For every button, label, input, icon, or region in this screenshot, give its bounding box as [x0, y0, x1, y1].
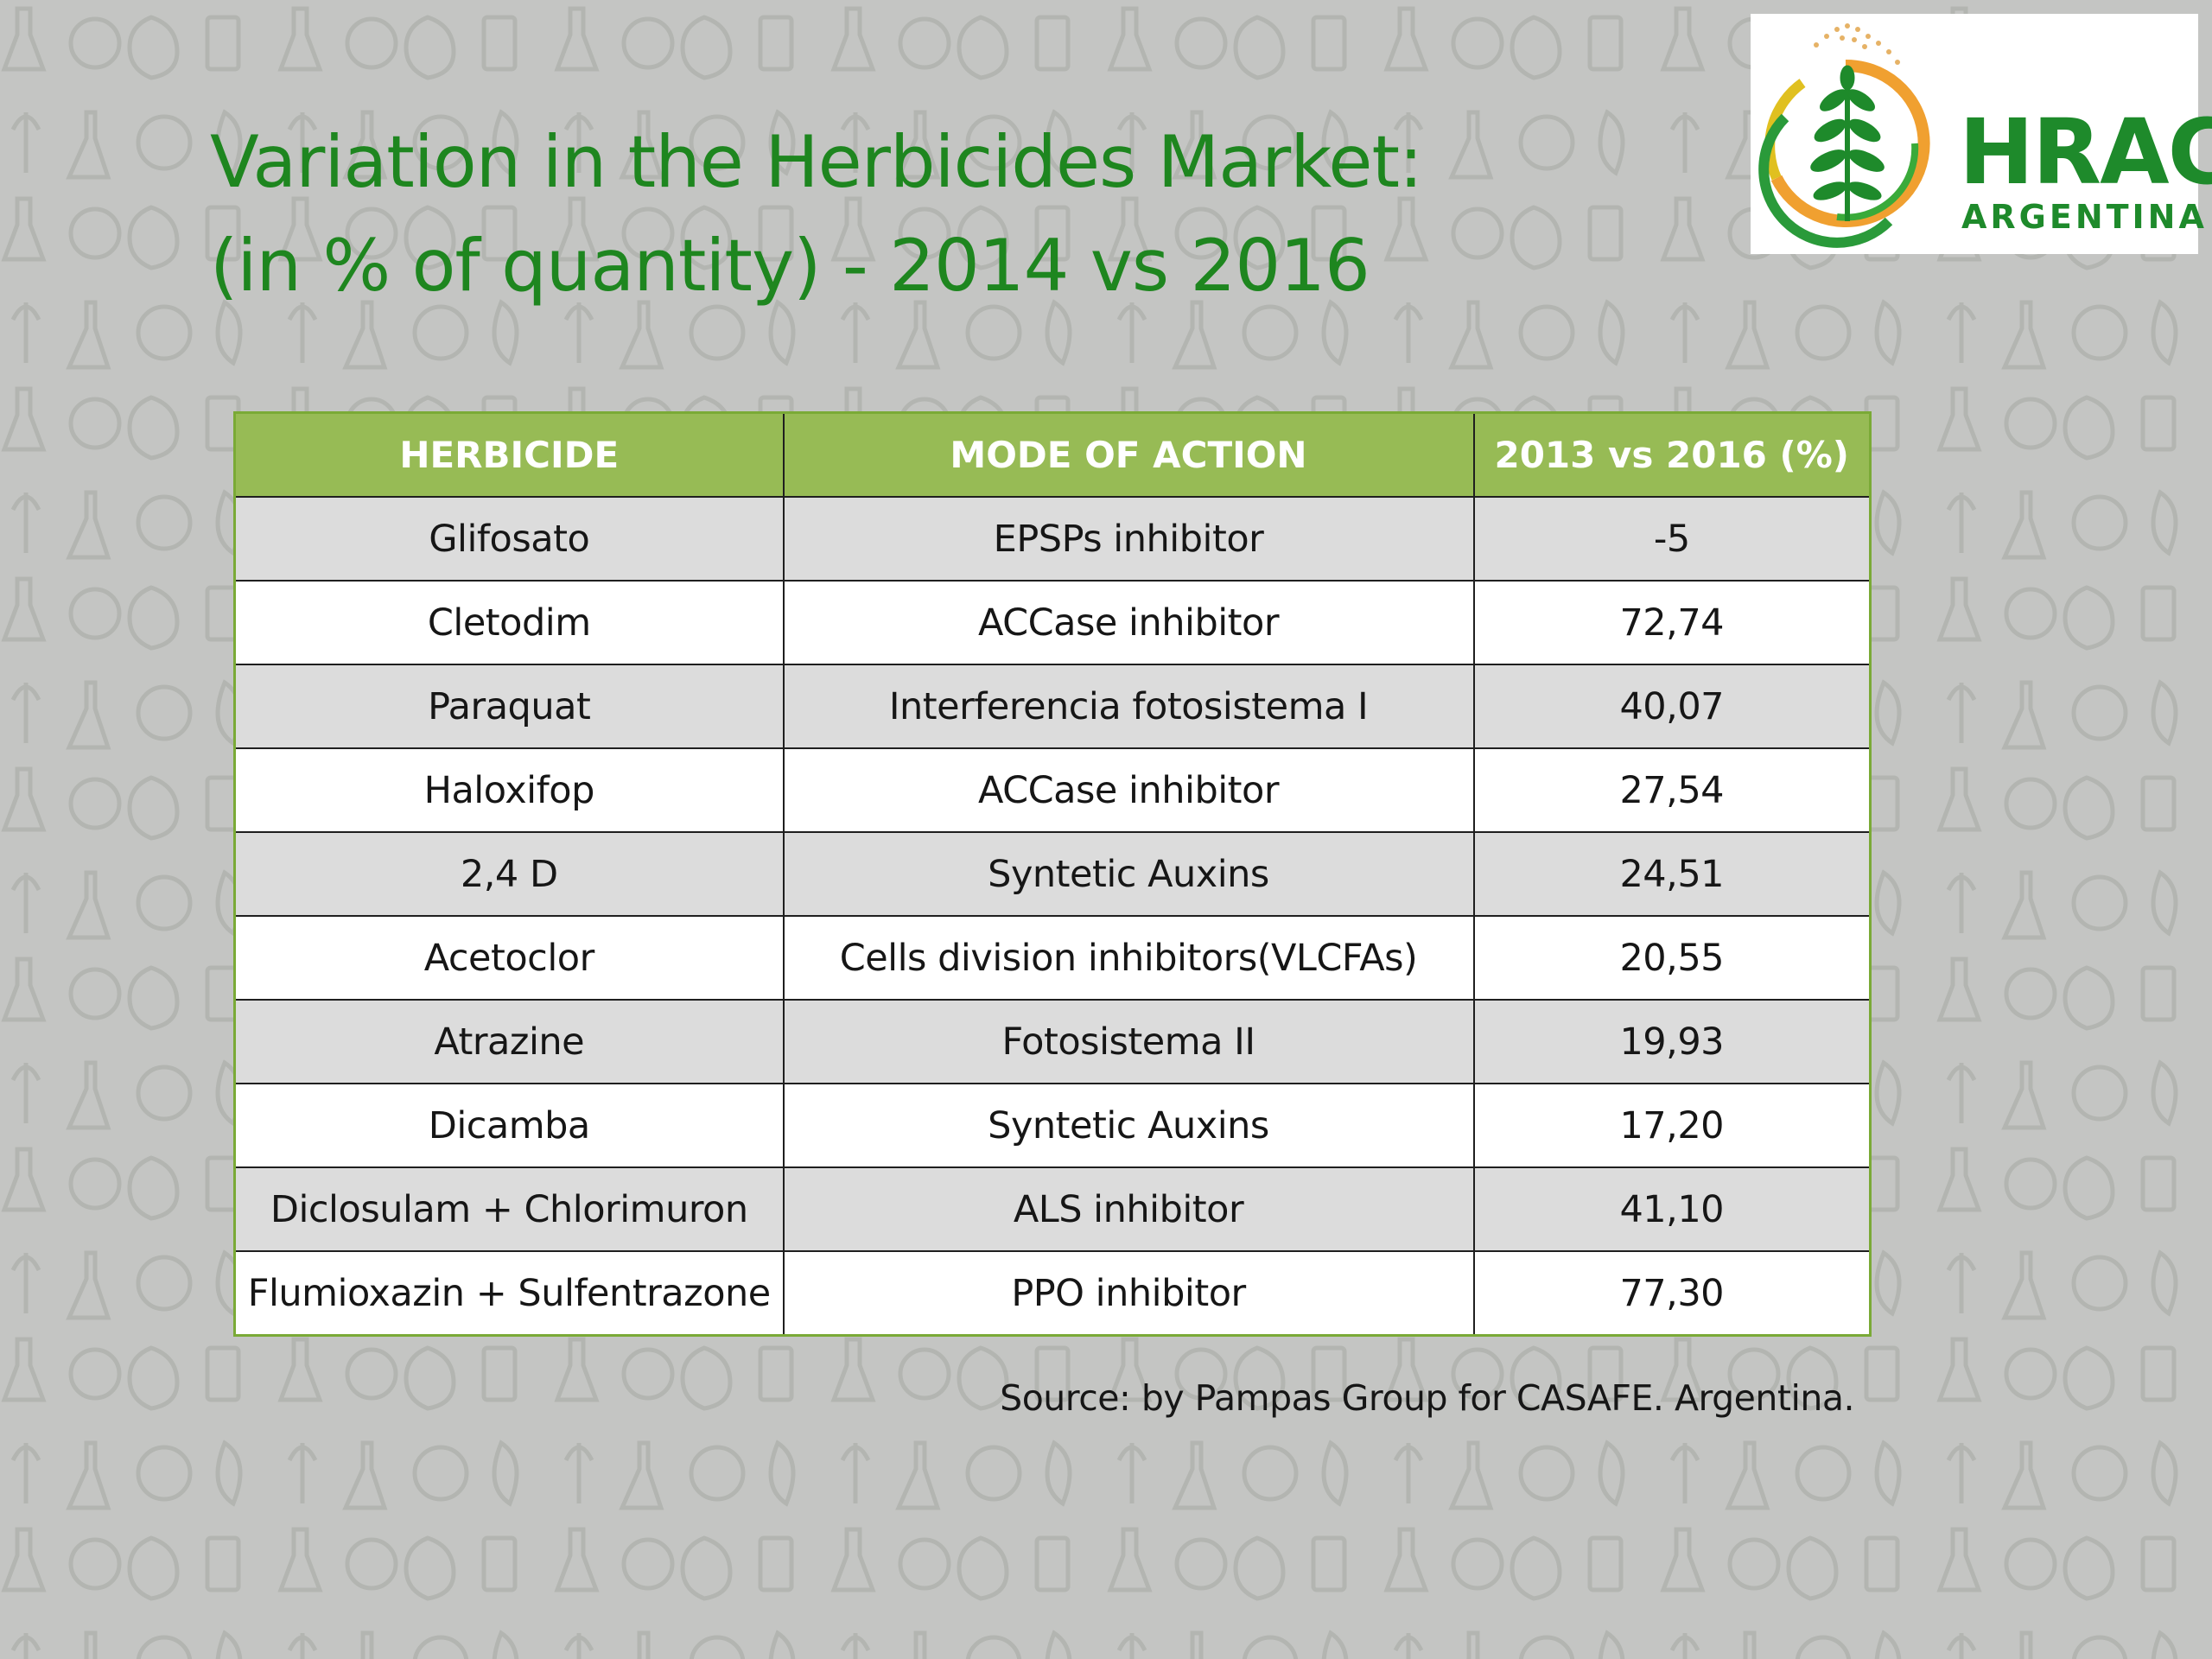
column-header-variation: 2013 vs 2016 (%) — [1472, 412, 1871, 498]
variation-cell: 40,07 — [1472, 664, 1871, 749]
table-row: Glifosato EPSPs inhibitor -5 — [234, 496, 1871, 582]
herbicide-cell: Diclosulam + Chlorimuron — [234, 1166, 785, 1252]
logo-subtitle: ARGENTINA — [1961, 198, 2208, 236]
mode-of-action-cell: ACCase inhibitor — [782, 580, 1475, 665]
herbicide-cell: Flumioxazin + Sulfentrazone — [234, 1250, 785, 1336]
column-header-mode-of-action: MODE OF ACTION — [782, 412, 1475, 498]
herbicide-cell: Dicamba — [234, 1083, 785, 1168]
variation-cell: 19,93 — [1472, 999, 1871, 1084]
table-header-row: HERBICIDE MODE OF ACTION 2013 vs 2016 (%… — [234, 412, 1871, 498]
source-note: Source: by Pampas Group for CASAFE. Arge… — [1000, 1377, 1854, 1419]
slide-title-line-2: (in % of quantity) - 2014 vs 2016 — [210, 224, 1370, 308]
herbicide-variation-table: HERBICIDE MODE OF ACTION 2013 vs 2016 (%… — [233, 411, 1872, 1337]
variation-cell: 17,20 — [1472, 1083, 1871, 1168]
table-row: 2,4 D Syntetic Auxins 24,51 — [234, 831, 1871, 917]
variation-cell: 72,74 — [1472, 580, 1871, 665]
table-row: Acetoclor Cells division inhibitors(VLCFA… — [234, 915, 1871, 1001]
herbicide-cell: Paraquat — [234, 664, 785, 749]
mode-of-action-cell: Syntetic Auxins — [782, 1083, 1475, 1168]
variation-cell: 77,30 — [1472, 1250, 1871, 1336]
variation-cell: 27,54 — [1472, 747, 1871, 833]
herbicide-cell: Haloxifop — [234, 747, 785, 833]
mode-of-action-cell: Cells division inhibitors(VLCFAs) — [782, 915, 1475, 1001]
logo-wordmark: HRAC — [1959, 99, 2212, 205]
herbicide-cell: Glifosato — [234, 496, 785, 582]
herbicide-cell: Cletodim — [234, 580, 785, 665]
mode-of-action-cell: PPO inhibitor — [782, 1250, 1475, 1336]
variation-cell: 20,55 — [1472, 915, 1871, 1001]
leaf-sprout-ring-icon — [1758, 23, 1930, 248]
mode-of-action-cell: Syntetic Auxins — [782, 831, 1475, 917]
table-row: Paraquat Interferencia fotosistema I 40,07 — [234, 664, 1871, 749]
mode-of-action-cell: ALS inhibitor — [782, 1166, 1475, 1252]
table-row: Dicamba Syntetic Auxins 17,20 — [234, 1083, 1871, 1168]
table-row: Haloxifop ACCase inhibitor 27,54 — [234, 747, 1871, 833]
table-row: Atrazine Fotosistema II 19,93 — [234, 999, 1871, 1084]
table-row: Diclosulam + Chlorimuron ALS inhibitor 41,… — [234, 1166, 1871, 1252]
variation-cell: 24,51 — [1472, 831, 1871, 917]
slide-title-line-1: Variation in the Herbicides Market: — [210, 120, 1423, 204]
mode-of-action-cell: ACCase inhibitor — [782, 747, 1475, 833]
mode-of-action-cell: Interferencia fotosistema I — [782, 664, 1475, 749]
herbicide-cell: Atrazine — [234, 999, 785, 1084]
table-row: Cletodim ACCase inhibitor 72,74 — [234, 580, 1871, 665]
variation-cell: -5 — [1472, 496, 1871, 582]
hrac-argentina-logo: HRAC ARGENTINA — [1751, 14, 2212, 254]
table-body: Glifosato EPSPs inhibitor -5 Cletodim ACCase… — [234, 496, 1871, 1336]
herbicide-cell: Acetoclor — [234, 915, 785, 1001]
mode-of-action-cell: EPSPs inhibitor — [782, 496, 1475, 582]
mode-of-action-cell: Fotosistema II — [782, 999, 1475, 1084]
variation-cell: 41,10 — [1472, 1166, 1871, 1252]
table-row: Flumioxazin + Sulfentrazone PPO inhibitor… — [234, 1250, 1871, 1336]
column-header-herbicide: HERBICIDE — [234, 412, 785, 498]
herbicide-cell: 2,4 D — [234, 831, 785, 917]
